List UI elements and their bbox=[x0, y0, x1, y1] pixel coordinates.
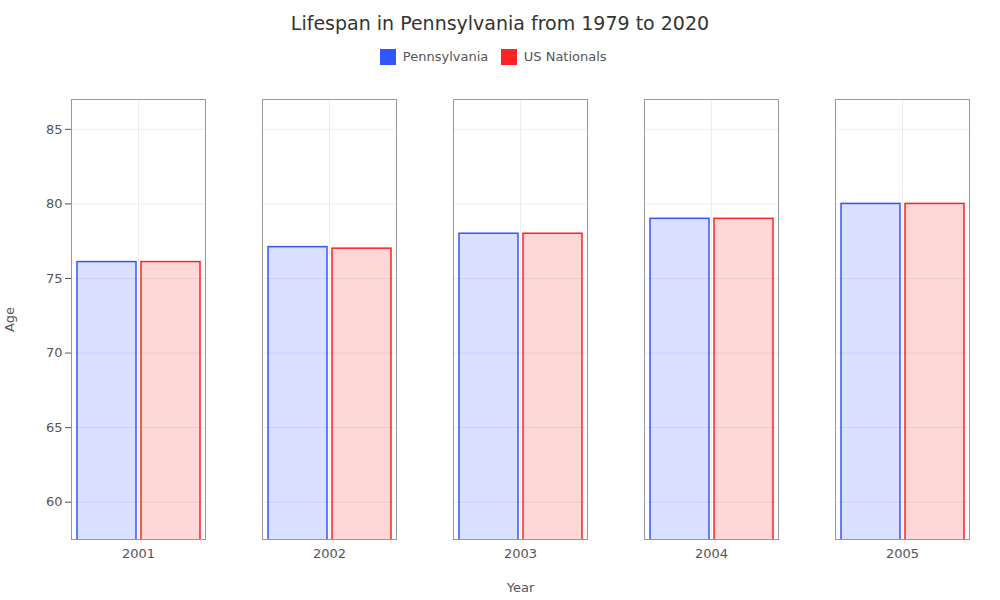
svg-text:Year: Year bbox=[506, 579, 535, 594]
svg-text:85: 85 bbox=[46, 121, 63, 136]
svg-text:2004: 2004 bbox=[695, 545, 728, 560]
svg-text:2003: 2003 bbox=[504, 545, 537, 560]
svg-text:Age: Age bbox=[2, 306, 17, 331]
svg-text:75: 75 bbox=[46, 270, 63, 285]
html-text:US Nationals: US Nationals bbox=[523, 49, 607, 64]
svg-text:80: 80 bbox=[46, 196, 63, 211]
html-text:Pennsylvania: Pennsylvania bbox=[402, 49, 489, 64]
svg-text:70: 70 bbox=[46, 345, 63, 360]
svg-text:2002: 2002 bbox=[313, 545, 346, 560]
svg-text:65: 65 bbox=[46, 419, 63, 434]
html-text:Lifespan in Pennsylvania from: Lifespan in Pennsylvania from 1979 to 20… bbox=[290, 12, 710, 34]
svg-text:2005: 2005 bbox=[886, 545, 919, 560]
svg-text:2001: 2001 bbox=[122, 545, 155, 560]
svg-text:60: 60 bbox=[46, 494, 63, 509]
